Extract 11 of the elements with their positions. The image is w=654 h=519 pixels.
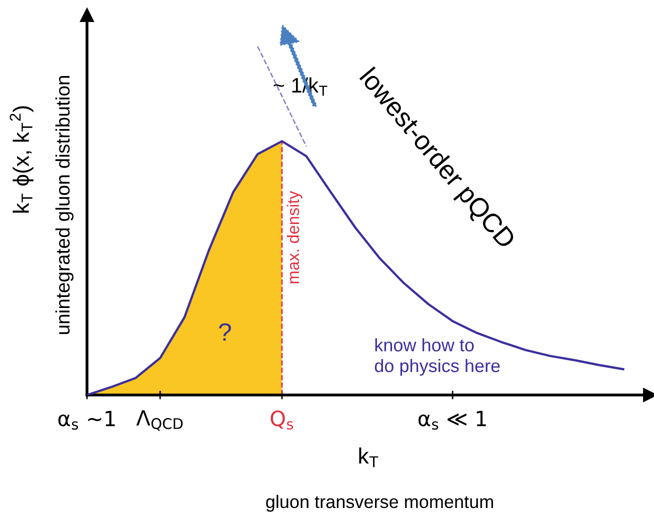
text: gluon transverse momentum (266, 494, 493, 512)
x-axis-title: k$_{T}$ (359, 447, 378, 468)
annotation: ? (219, 323, 231, 341)
text: unintegrated gluon distribution (55, 76, 74, 334)
x-tick-label: Λ$_{QCD}$ (136, 410, 183, 431)
x-tick-label: Q$_{s}$ (270, 410, 294, 430)
x-tick-label: α$_{s}$ ≪ 1 (418, 410, 486, 430)
x-tick-label: α$_{s}$ ~1 (58, 410, 115, 430)
annotation: know how to do physics here (374, 338, 500, 376)
ref-line-label: max. density (286, 190, 302, 284)
y-axis-title: k$_{T}$ ϕ(x, k$_{T}$$^{2}$) (10, 106, 34, 213)
